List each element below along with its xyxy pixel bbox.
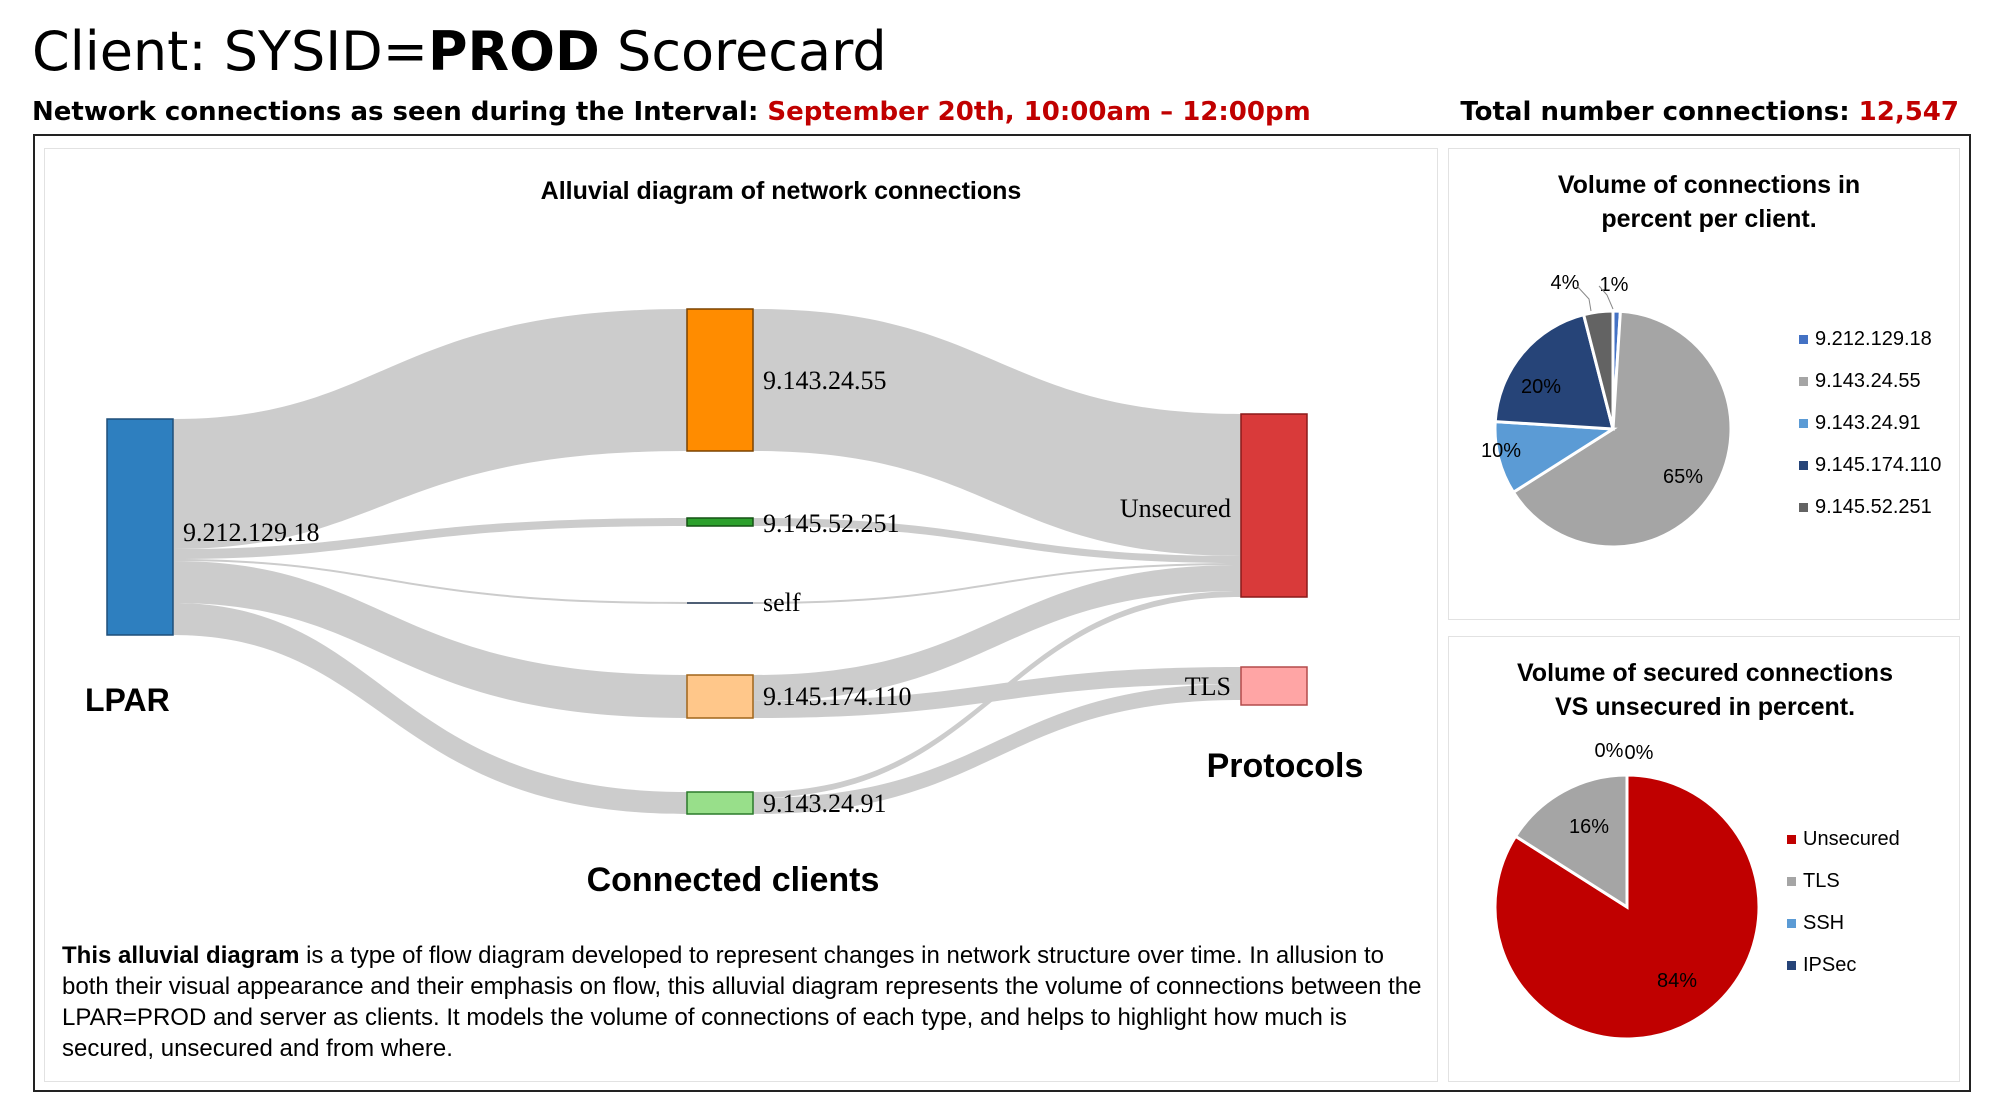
node-label-client-1: 9.143.24.55	[763, 366, 887, 395]
node-label-client-4: 9.145.174.110	[763, 682, 912, 711]
pie1-title-line-1: Volume of connections in	[1558, 171, 1860, 199]
node-client-1[interactable]	[686, 308, 754, 452]
pie2-slice-2[interactable]	[1513, 773, 1629, 910]
node-label-tls: TLS	[1185, 672, 1231, 701]
flow-lpar-to-client-5	[173, 603, 687, 814]
pie2-title-line-1: Volume of secured connections	[1517, 659, 1893, 687]
pie1-data-label-1: 1%	[1600, 274, 1629, 296]
total-label: Total number connections:	[1460, 97, 1859, 127]
pie1-legend-swatch-3	[1799, 419, 1808, 428]
flow-lpar-to-client-4	[173, 561, 687, 718]
interval-subtitle: Network connections as seen during the I…	[32, 97, 1311, 127]
node-label-source: 9.212.129.18	[183, 518, 320, 547]
node-protocol-tls[interactable]	[1240, 666, 1308, 706]
total-value: 12,547	[1858, 97, 1959, 127]
flow-lpar-to-client-2	[173, 518, 687, 559]
node-client-5[interactable]	[686, 791, 754, 815]
pie1-legend-label-1: 9.212.129.18	[1815, 328, 1932, 350]
title-prefix: Client: SYSID=	[32, 20, 428, 83]
description-bold: This alluvial diagram	[62, 942, 300, 969]
pie1-slice-2[interactable]	[1511, 309, 1733, 549]
column-label-lpar: LPAR	[85, 682, 170, 718]
flow-client-3-to-unsecured	[753, 563, 1241, 604]
title-suffix: Scorecard	[599, 20, 887, 83]
column-label-protocols: Protocols	[1207, 747, 1364, 785]
alluvial-title: Alluvial diagram of network connections	[541, 177, 1022, 205]
pie2-data-label-4: 0%	[1625, 742, 1654, 764]
pie1-legend-label-2: 9.143.24.55	[1815, 370, 1921, 392]
pie1-data-label-2: 65%	[1663, 466, 1703, 488]
pie2-legend-swatch-3	[1787, 919, 1796, 928]
node-protocol-unsecured[interactable]	[1240, 413, 1308, 598]
pie2-legend-swatch-4	[1787, 961, 1796, 970]
pie1-data-labels: 1% 65% 10% 20% 4%	[1481, 272, 1703, 488]
pie1-legend: 9.212.129.18 9.143.24.55 9.143.24.91 9.145.…	[1799, 328, 1941, 518]
pie2-legend-swatch-1	[1787, 835, 1796, 844]
flow-client-4-to-unsecured	[753, 565, 1241, 701]
page-title: Client: SYSID=PROD Scorecard	[32, 20, 887, 83]
pie2-data-label-3: 0%	[1595, 740, 1624, 762]
pie1-data-label-4: 20%	[1521, 376, 1561, 398]
total-connections: Total number connections: 12,547	[1460, 97, 1959, 127]
flow-lpar-to-client-1	[173, 309, 687, 549]
flow-client-5-to-unsecured	[753, 591, 1241, 798]
node-client-3[interactable]	[687, 602, 753, 604]
node-client-2[interactable]	[686, 517, 754, 527]
pie1-legend-label-4: 9.145.174.110	[1815, 454, 1941, 476]
alluvial-flows	[173, 309, 1241, 814]
alluvial-panel: Alluvial diagram of network connections	[44, 148, 1438, 1082]
security-volume-panel: Volume of secured connections VS unsecur…	[1448, 636, 1960, 1082]
pie1-slice-4[interactable]	[1493, 312, 1615, 431]
pie2-slice-1[interactable]	[1493, 773, 1761, 1041]
node-label-client-3: self	[763, 588, 801, 617]
pie2-legend-label-2: TLS	[1803, 870, 1840, 892]
pie2-legend-label-1: Unsecured	[1803, 828, 1900, 850]
client-volume-chart: Volume of connections in percent per cli…	[1481, 171, 1941, 549]
flow-client-1-to-unsecured	[753, 309, 1241, 556]
pie1-legend-label-5: 9.145.52.251	[1815, 496, 1932, 518]
pie1-leader-line-2	[1598, 285, 1614, 310]
pie1-legend-swatch-4	[1799, 461, 1808, 470]
pie2-data-label-2: 16%	[1569, 816, 1609, 838]
pie2-title-line-2: VS unsecured in percent.	[1555, 693, 1855, 721]
pie1-leader-line-1	[1576, 285, 1592, 312]
node-label-unsecured: Unsecured	[1120, 494, 1231, 523]
pie2-legend-label-3: SSH	[1803, 912, 1844, 934]
client-volume-panel: Volume of connections in percent per cli…	[1448, 148, 1960, 620]
pie1-title-line-2: percent per client.	[1601, 205, 1816, 233]
pie2-legend: Unsecured TLS SSH IPSec	[1787, 828, 1900, 976]
pie2-slices	[1493, 773, 1761, 1041]
pie2-legend-swatch-2	[1787, 877, 1796, 886]
node-label-client-2: 9.145.52.251	[763, 509, 900, 538]
interval-value: September 20th, 10:00am – 12:00pm	[767, 97, 1311, 127]
security-volume-chart: Volume of secured connections VS unsecur…	[1493, 659, 1900, 1041]
pie2-data-label-1: 84%	[1657, 970, 1697, 992]
flow-client-2-to-unsecured	[753, 518, 1241, 563]
pie1-data-label-3: 10%	[1481, 440, 1521, 462]
pie1-legend-swatch-2	[1799, 377, 1808, 386]
pie1-slice-5[interactable]	[1581, 309, 1615, 430]
pie1-legend-label-3: 9.143.24.91	[1815, 412, 1921, 434]
node-label-client-5: 9.143.24.91	[763, 789, 887, 818]
flow-client-5-to-tls	[753, 684, 1241, 814]
pie2-legend-label-4: IPSec	[1803, 954, 1856, 976]
alluvial-description: This alluvial diagram is a type of flow …	[62, 940, 1432, 1064]
interval-label: Network connections as seen during the I…	[32, 97, 768, 127]
description-text: is a type of flow diagram developed to r…	[62, 942, 1422, 1062]
pie1-slices	[1493, 309, 1733, 549]
title-bold: PROD	[427, 20, 600, 83]
scorecard-frame	[33, 134, 1971, 1092]
pie2-data-labels: 84% 16% 0% 0%	[1569, 740, 1697, 992]
pie1-data-label-5: 4%	[1551, 272, 1580, 294]
node-lpar-source[interactable]	[106, 418, 174, 636]
pie1-legend-swatch-1	[1799, 335, 1808, 344]
alluvial-diagram: Alluvial diagram of network connections	[85, 177, 1364, 899]
node-client-4[interactable]	[686, 674, 754, 719]
column-label-clients: Connected clients	[587, 861, 880, 899]
pie1-legend-swatch-5	[1799, 503, 1808, 512]
